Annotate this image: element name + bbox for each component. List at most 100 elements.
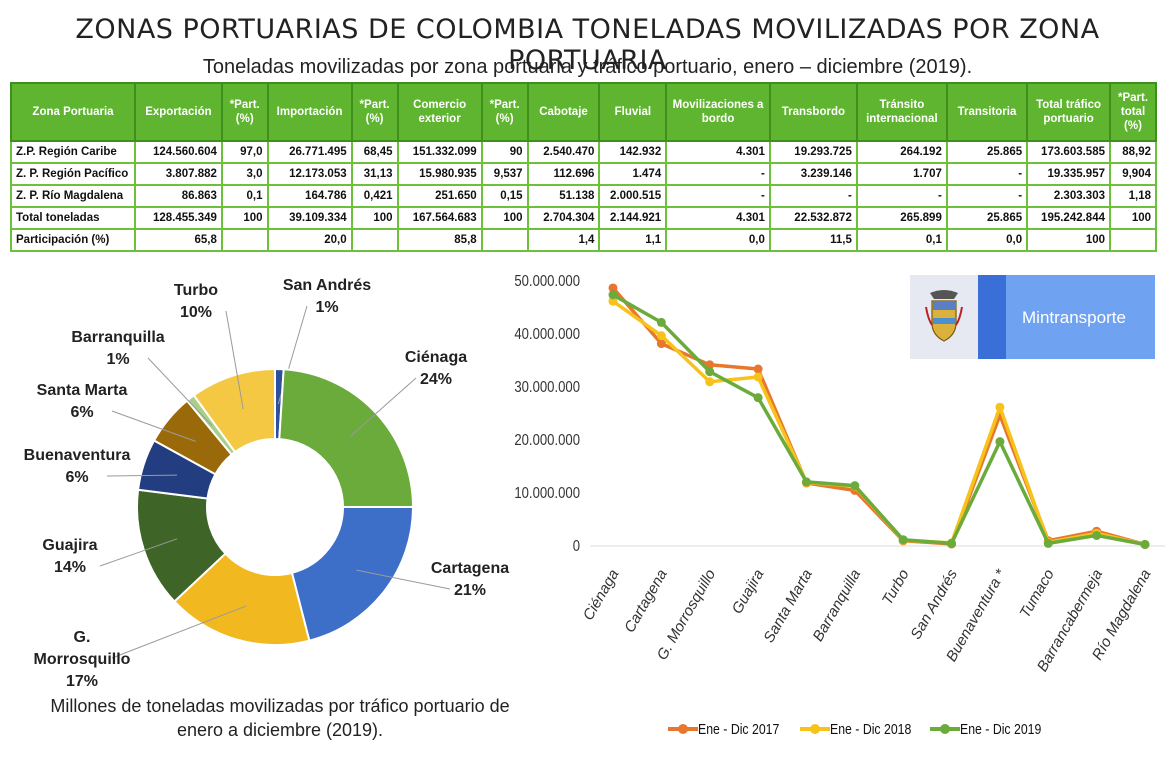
data-point <box>898 535 908 545</box>
data-point <box>995 437 1005 447</box>
table-cell: 1.707 <box>855 162 948 186</box>
slice-label: G. Morrosquillo 17% <box>34 629 131 690</box>
table-cell: 3.239.146 <box>768 162 858 186</box>
row-label: Z. P. Región Pacífico <box>9 162 137 186</box>
series-line <box>612 293 1146 547</box>
table-cell: 2.303.303 <box>1026 184 1111 208</box>
x-tick-label: Guajira <box>729 567 768 617</box>
line-svg: 0 10.000.000 20.000.000 30.000.000 40.000.00… <box>514 273 1165 675</box>
data-point <box>608 283 618 293</box>
column-header: Transitoria <box>945 82 1029 142</box>
table-cell: 22.532.872 <box>768 206 858 230</box>
y-tick-label: 20.000.000 <box>514 432 580 449</box>
table-cell: 100 <box>480 206 529 230</box>
column-header: *Part. (%) <box>220 82 269 142</box>
column-header: Movilizaciones a bordo <box>665 82 771 142</box>
table-cell: - <box>768 184 858 208</box>
table-cell <box>480 228 529 252</box>
leader-line <box>147 357 213 426</box>
table-cell: 15.980.935 <box>396 162 483 186</box>
table-cell: 142.932 <box>598 140 668 164</box>
slice-label: Santa Marta 6% <box>37 382 128 421</box>
table-cell: 100 <box>1026 228 1111 252</box>
leader-line <box>356 569 451 590</box>
column-header: Importación <box>266 82 353 142</box>
x-tick-label: Santa Marta <box>760 567 816 646</box>
table-cell: 11,5 <box>768 228 858 252</box>
table-cell: 112.696 <box>526 162 601 186</box>
row-label: Z.P. Región Caribe <box>9 140 137 164</box>
line-chart: 0 10.000.000 20.000.000 30.000.000 40.000.00… <box>500 262 1175 762</box>
column-header: Total tráfico portuario <box>1026 82 1111 142</box>
table-cell: 164.786 <box>266 184 353 208</box>
logo-text: Mintransporte <box>1022 308 1126 327</box>
slice-label: Ciénaga 24% <box>405 349 467 388</box>
x-tick-label: San Andrés <box>907 566 961 642</box>
table-cell: 19.293.725 <box>768 140 858 164</box>
data-point <box>705 367 715 377</box>
legend-item: Ene - Dic 2019 <box>930 720 1059 738</box>
table-cell: 2.000.515 <box>598 184 668 208</box>
table-cell <box>220 228 269 252</box>
logo-text-panel <box>1006 275 1155 359</box>
table-cell: 9,904 <box>1109 162 1157 186</box>
leader-line <box>111 605 247 659</box>
legend-item: Ene - Dic 2018 <box>800 720 929 738</box>
y-tick-label: 10.000.000 <box>514 485 580 502</box>
donut-slice <box>290 506 415 642</box>
table-cell: 3,0 <box>220 162 269 186</box>
leader-line <box>225 310 244 410</box>
data-point <box>656 331 666 341</box>
table-cell: 90 <box>480 140 529 164</box>
x-tick-label: Ciénaga <box>580 567 623 624</box>
column-header: Fluvial <box>598 82 668 142</box>
y-tick-label: 40.000.000 <box>514 326 580 343</box>
table-cell: 85,8 <box>396 228 483 252</box>
y-tick-label: 0 <box>573 538 580 555</box>
table-cell: 19.335.957 <box>1026 162 1111 186</box>
slice-label: Buenaventura 6% <box>24 447 131 486</box>
table-cell: 173.603.585 <box>1026 140 1111 164</box>
data-point <box>656 339 666 349</box>
column-header: *Part. total (%) <box>1109 82 1157 142</box>
column-header: Exportación <box>134 82 223 142</box>
table-cell: 4.301 <box>665 140 771 164</box>
table-cell: 25.865 <box>945 206 1029 230</box>
data-point <box>656 317 666 327</box>
slice-label: Guajira 14% <box>42 537 97 576</box>
table-cell: 1,1 <box>598 228 668 252</box>
column-header: Comercio exterior <box>396 82 483 142</box>
data-point <box>947 538 957 548</box>
column-header: *Part. (%) <box>350 82 399 142</box>
data-point <box>1140 539 1150 549</box>
table-cell: 0,1 <box>220 184 269 208</box>
table-cell: 0,0 <box>945 228 1029 252</box>
table-cell: 100 <box>1109 206 1157 230</box>
table-cell: 128.455.349 <box>134 206 223 230</box>
table-cell: 1.474 <box>598 162 668 186</box>
legend-label: Ene - Dic 2017 <box>698 720 780 738</box>
y-tick-label: 30.000.000 <box>514 379 580 396</box>
logo-bar <box>978 275 1006 359</box>
table-cell <box>1109 228 1157 252</box>
column-header: Zona Portuaria <box>9 82 137 142</box>
table-body: Z.P. Región Caribe 124.560.604 97,0 26.771.… <box>9 140 1157 252</box>
table-cell: 39.109.334 <box>266 206 353 230</box>
table-cell: 265.899 <box>855 206 948 230</box>
legend-swatch <box>930 724 960 735</box>
table-row: Z.P. Región Caribe 124.560.604 97,0 26.771.… <box>9 140 1157 164</box>
table-cell: 51.138 <box>526 184 601 208</box>
data-point <box>753 364 763 374</box>
data-point <box>608 290 618 300</box>
table-cell: 65,8 <box>134 228 223 252</box>
data-point <box>1043 538 1053 548</box>
table-cell: 3.807.882 <box>134 162 223 186</box>
donut-caption: Millones de toneladas movilizadas por tr… <box>50 696 510 740</box>
table-cell: 4.301 <box>665 206 771 230</box>
donut-slice <box>172 552 311 646</box>
table-row: Participación (%) 65,8 20,0 85,8 1,4 1,1 0,0 11… <box>9 228 1157 252</box>
table-cell: 100 <box>220 206 269 230</box>
table-cell: 9,537 <box>480 162 529 186</box>
x-tick-label: Barranquilla <box>810 567 865 645</box>
column-header: Transbordo <box>768 82 858 142</box>
